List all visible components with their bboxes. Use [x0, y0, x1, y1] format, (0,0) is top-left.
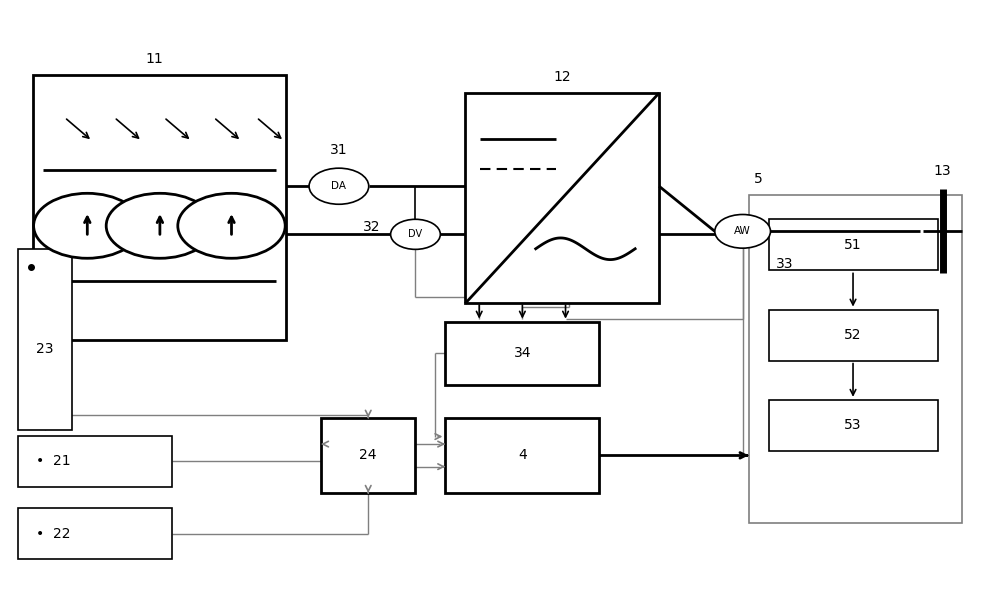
Bar [749, 195, 962, 523]
Text: 12: 12 [553, 70, 571, 84]
Circle shape [309, 168, 369, 205]
Text: •  21: • 21 [36, 455, 70, 469]
Circle shape [715, 214, 770, 248]
Text: 52: 52 [844, 328, 862, 342]
Bar [769, 310, 938, 361]
Text: 33: 33 [775, 257, 793, 271]
Bar [18, 436, 172, 487]
Text: 24: 24 [359, 449, 377, 463]
Bar [18, 249, 72, 430]
Text: 32: 32 [363, 220, 381, 234]
Text: 51: 51 [844, 238, 862, 252]
Text: AW: AW [734, 226, 751, 236]
Bar [321, 418, 415, 493]
Bar [33, 75, 286, 339]
Text: 13: 13 [934, 164, 951, 178]
Text: •  22: • 22 [36, 526, 70, 541]
Bar [769, 219, 938, 271]
Circle shape [106, 193, 214, 258]
Text: 31: 31 [330, 143, 348, 157]
Bar [445, 322, 599, 385]
Bar [465, 93, 659, 304]
Circle shape [178, 193, 285, 258]
Text: 34: 34 [514, 346, 531, 360]
Text: 4: 4 [518, 449, 527, 463]
Text: 5: 5 [754, 172, 762, 186]
Text: DA: DA [331, 181, 346, 191]
Bar [18, 508, 172, 559]
Text: 53: 53 [844, 418, 862, 432]
Text: 11: 11 [145, 52, 163, 66]
Bar [445, 418, 599, 493]
Circle shape [34, 193, 141, 258]
Circle shape [391, 219, 440, 249]
Text: DV: DV [408, 229, 423, 239]
Text: 23: 23 [36, 342, 54, 356]
Bar [769, 400, 938, 451]
